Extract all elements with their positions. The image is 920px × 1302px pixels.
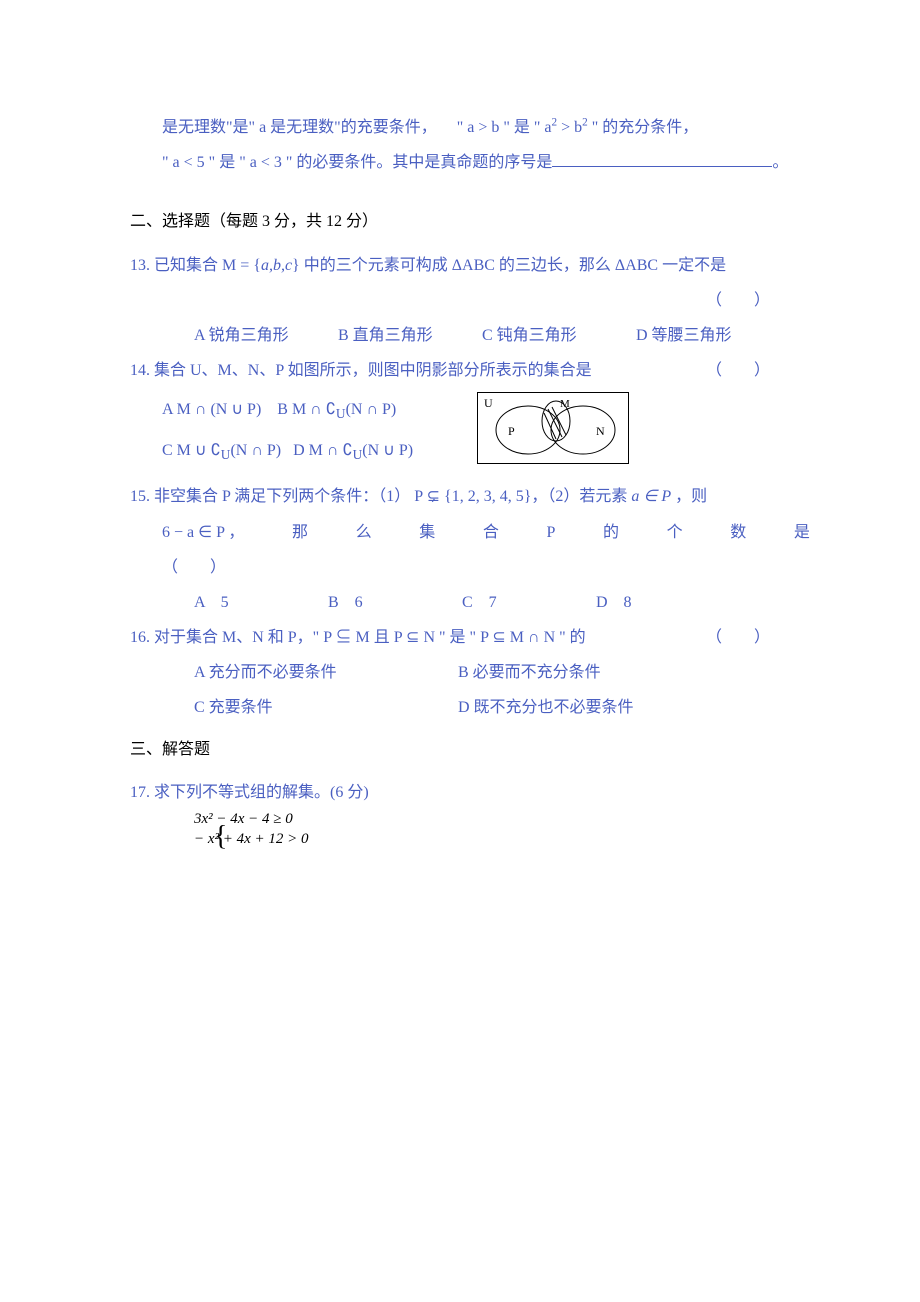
option-d-sub: U bbox=[353, 447, 363, 462]
text: a ∈ P bbox=[631, 488, 671, 505]
option-b: B 直角三角形 bbox=[338, 318, 478, 353]
option-a: A M ∩ (N ∪ P) bbox=[162, 401, 261, 418]
answer-paren: （ ） bbox=[706, 620, 810, 655]
option-c: C 充要条件 bbox=[194, 690, 454, 725]
text: " 的充分条件， bbox=[588, 119, 699, 136]
section-2-header: 二、选择题（每题 3 分，共 12 分） bbox=[130, 204, 810, 239]
q13-stem: 13. 已知集合 M = {a,b,c} 中的三个元素可构成 ΔABC 的三边长… bbox=[130, 248, 810, 283]
venn-p-label: P bbox=[508, 424, 515, 438]
eq2: − x² + 4x + 12 > 0 bbox=[194, 831, 309, 847]
blank-underline bbox=[552, 166, 772, 167]
venn-u-label: U bbox=[484, 396, 493, 410]
page: 是无理数"是" a 是无理数"的充要条件， " a > b " 是 " a2 >… bbox=[0, 0, 920, 916]
q15-options: A 5 B 6 C 7 D 8 bbox=[130, 585, 810, 620]
q16-options-row1: A 充分而不必要条件 B 必要而不充分条件 bbox=[130, 655, 810, 690]
q17-system: { 3x² − 4x − 4 ≥ 0 − x² + 4x + 12 > 0 bbox=[130, 810, 810, 856]
option-a: A 锐角三角形 bbox=[194, 318, 334, 353]
eq1: 3x² − 4x − 4 ≥ 0 bbox=[194, 811, 293, 827]
option-c-sub: U bbox=[221, 447, 231, 462]
option-c: C 钝角三角形 bbox=[482, 318, 632, 353]
q16-options-row2: C 充要条件 D 既不充分也不必要条件 bbox=[130, 690, 810, 725]
answer-paren: （ ） bbox=[162, 559, 226, 576]
text: 是无理数"是" a 是无理数"的充要条件， bbox=[162, 119, 437, 136]
q14-row-cd: C M ∪ ∁U(N ∩ P) D M ∩ ∁U(N ∪ P) bbox=[162, 433, 413, 470]
brace-icon: { bbox=[214, 806, 227, 868]
q15-line2: 6 − a ∈ P ， 那 么 集 合 P 的 个 数 是 bbox=[130, 515, 810, 550]
q15-stem: 15. 非空集合 P 满足下列两个条件：（1） P ⊊ {1, 2, 3, 4,… bbox=[130, 479, 810, 514]
q17-stem: 17. 求下列不等式组的解集。(6 分) bbox=[130, 775, 810, 810]
s2: 集 bbox=[419, 515, 435, 550]
q14-options-col: A M ∩ (N ∪ P) B M ∩ ∁U(N ∩ P) C M ∪ ∁U(N… bbox=[162, 388, 413, 473]
option-d-pre: D M ∩ ∁ bbox=[293, 442, 353, 459]
option-c: C 7 bbox=[462, 585, 592, 620]
text: ，则 bbox=[671, 488, 707, 505]
option-c-pre: C M ∪ ∁ bbox=[162, 442, 221, 459]
text: 13. 已知集合 M = { bbox=[130, 257, 261, 274]
option-b: B 必要而不充分条件 bbox=[458, 655, 601, 690]
q14-stem: 14. 集合 U、M、N、P 如图所示，则图中阴影部分所表示的集合是 bbox=[130, 362, 592, 379]
text: 15. 非空集合 P 满足下列两个条件：（1） P ⊊ {1, 2, 3, 4,… bbox=[130, 488, 631, 505]
text: 6 − a ∈ P ， bbox=[162, 515, 244, 550]
answer-paren: （ ） bbox=[706, 292, 770, 309]
q15-paren: （ ） bbox=[130, 550, 810, 585]
section-3-header: 三、解答题 bbox=[130, 732, 810, 767]
q12-continuation-line1: 是无理数"是" a 是无理数"的充要条件， " a > b " 是 " a2 >… bbox=[130, 110, 810, 145]
venn-m-label: M bbox=[560, 398, 570, 410]
s7: 数 bbox=[730, 515, 746, 550]
text: 。 bbox=[772, 154, 788, 171]
s4: P bbox=[546, 515, 555, 550]
s1: 么 bbox=[356, 515, 372, 550]
s6: 个 bbox=[667, 515, 683, 550]
venn-diagram: U P M N bbox=[477, 392, 629, 464]
s3: 合 bbox=[483, 515, 499, 550]
option-b-pre: B M ∩ ∁ bbox=[277, 401, 336, 418]
q16-stem: 16. 对于集合 M、N 和 P，" P ⊆ M 且 P ⊆ N " 是 " P… bbox=[130, 629, 586, 646]
q13-paren-row: （ ） bbox=[130, 283, 810, 318]
q12-continuation-line2: " a < 5 " 是 " a < 3 " 的必要条件。其中是真命题的序号是 。 bbox=[130, 145, 810, 180]
q16-stem-row: 16. 对于集合 M、N 和 P，" P ⊆ M 且 P ⊆ N " 是 " P… bbox=[130, 620, 810, 655]
option-d: D 既不充分也不必要条件 bbox=[458, 690, 634, 725]
option-b-sub: U bbox=[336, 407, 346, 422]
option-d-post: (N ∪ P) bbox=[362, 442, 413, 459]
option-d: D 等腰三角形 bbox=[636, 318, 732, 353]
option-b-post: (N ∩ P) bbox=[346, 401, 397, 418]
venn-n-label: N bbox=[596, 424, 605, 438]
option-a: A 5 bbox=[194, 585, 324, 620]
q14-stem-row: 14. 集合 U、M、N、P 如图所示，则图中阴影部分所表示的集合是 （ ） bbox=[130, 353, 810, 388]
text: > b bbox=[557, 119, 582, 136]
answer-paren: （ ） bbox=[706, 353, 810, 388]
s8: 是 bbox=[794, 515, 810, 550]
s0: 那 bbox=[292, 515, 308, 550]
text: " a > b " 是 " a bbox=[457, 119, 552, 136]
s5: 的 bbox=[603, 515, 619, 550]
set-elements: a,b,c bbox=[261, 257, 292, 274]
option-c-post: (N ∩ P) bbox=[230, 442, 281, 459]
q14-body: A M ∩ (N ∪ P) B M ∩ ∁U(N ∩ P) C M ∪ ∁U(N… bbox=[130, 388, 810, 473]
text: " a < 5 " 是 " a < 3 " 的必要条件。其中是真命题的序号是 bbox=[162, 154, 552, 171]
q14-row-ab: A M ∩ (N ∪ P) B M ∩ ∁U(N ∩ P) bbox=[162, 392, 413, 429]
option-b: B 6 bbox=[328, 585, 458, 620]
option-a: A 充分而不必要条件 bbox=[194, 655, 454, 690]
q13-options: A 锐角三角形 B 直角三角形 C 钝角三角形 D 等腰三角形 bbox=[130, 318, 810, 353]
option-d: D 8 bbox=[596, 585, 632, 620]
text: } 中的三个元素可构成 ΔABC 的三边长，那么 ΔABC 一定不是 bbox=[292, 257, 726, 274]
